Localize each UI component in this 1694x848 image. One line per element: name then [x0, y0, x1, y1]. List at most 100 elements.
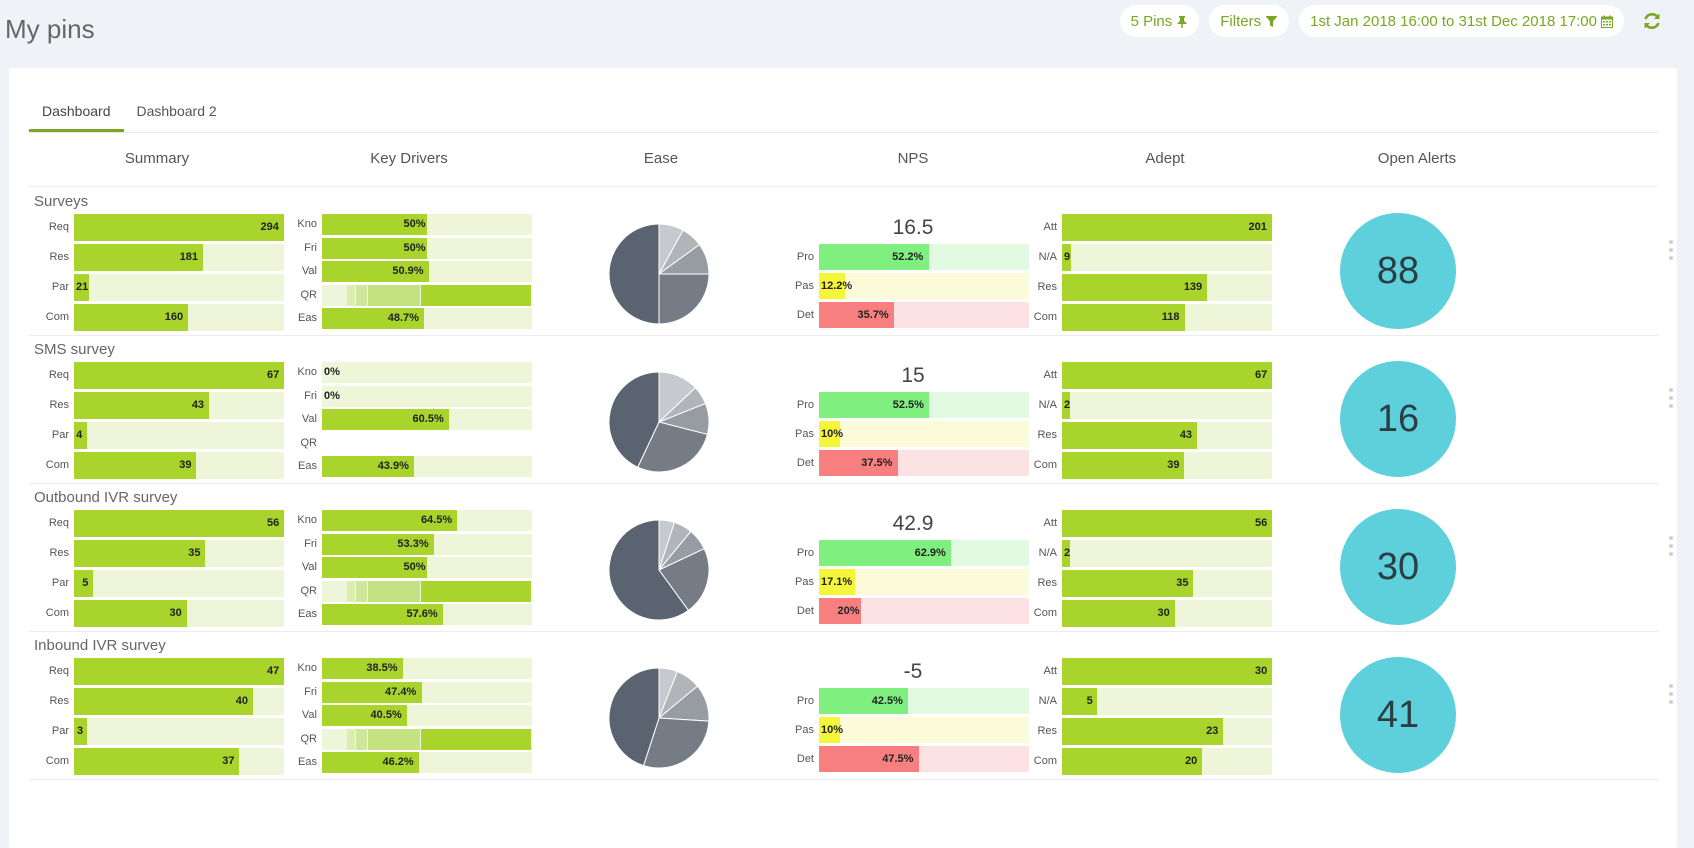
key-driver-bar[interactable]: Fri 53.3%: [279, 533, 532, 555]
column-header-ease: Ease: [643, 150, 679, 167]
nps-bar[interactable]: Pas 10%: [772, 717, 1029, 743]
adept-bar[interactable]: N/A 5: [1019, 688, 1272, 715]
adept-bar[interactable]: Res 43: [1019, 422, 1272, 449]
key-driver-bar[interactable]: Kno 0%: [279, 362, 532, 383]
nps-bar[interactable]: Pro 52.2%: [772, 244, 1029, 270]
adept-bar[interactable]: Att 201: [1019, 214, 1272, 241]
key-driver-bar[interactable]: Val 50%: [279, 557, 532, 578]
filters-button[interactable]: Filters: [1209, 5, 1290, 37]
open-alerts-circle[interactable]: 16: [1340, 361, 1456, 477]
summary-bar[interactable]: Par 4: [29, 422, 284, 449]
summary-bar[interactable]: Res 181: [29, 244, 284, 271]
key-driver-bar[interactable]: Fri 0%: [279, 385, 532, 407]
adept-bar[interactable]: Res 139: [1019, 274, 1272, 301]
adept-bar[interactable]: Att 67: [1019, 362, 1272, 389]
ease-pie-slice[interactable]: [642, 717, 710, 769]
adept-bar[interactable]: Res 35: [1019, 570, 1272, 597]
nps-bar[interactable]: Det 47.5%: [772, 746, 1029, 772]
key-drivers-bars: Kno 0% Fri 0% Val 60.5% QR Eas 43.9%: [279, 362, 532, 480]
nps-bar[interactable]: Pro 42.5%: [772, 688, 1029, 714]
key-driver-bar[interactable]: QR: [279, 433, 531, 454]
open-alerts-circle[interactable]: 30: [1340, 509, 1456, 625]
adept-bar[interactable]: Res 23: [1019, 718, 1272, 745]
key-driver-bar-track: [322, 728, 532, 750]
ease-pie-slice[interactable]: [608, 371, 660, 468]
nps-bar[interactable]: Pro 52.5%: [772, 392, 1029, 418]
nps-bar[interactable]: Pas 17.1%: [772, 569, 1029, 595]
summary-bar[interactable]: Res 43: [29, 392, 284, 419]
adept-bar[interactable]: Att 30: [1019, 658, 1272, 685]
key-driver-bar-fill: [322, 261, 429, 282]
summary-bar-fill: [74, 452, 197, 479]
ease-pie-slice[interactable]: [608, 667, 660, 767]
adept-bar-value: 30: [1157, 607, 1170, 619]
ease-pie-slice[interactable]: [658, 548, 710, 612]
summary-bar[interactable]: Par 5: [29, 570, 284, 597]
summary-bar-fill: [74, 718, 88, 745]
key-driver-bar[interactable]: Val 60.5%: [279, 409, 532, 430]
nps-bar[interactable]: Pas 12.2%: [772, 273, 1029, 299]
pins-button[interactable]: 5 Pins: [1119, 5, 1200, 37]
key-driver-bar[interactable]: Kno 38.5%: [279, 658, 532, 679]
nps-bar[interactable]: Det 37.5%: [772, 450, 1029, 476]
summary-bar-track: 37: [74, 748, 284, 775]
adept-bar[interactable]: Com 118: [1019, 304, 1272, 331]
summary-bar[interactable]: Com 37: [29, 748, 284, 775]
key-driver-bar[interactable]: Eas 43.9%: [279, 456, 532, 477]
nps-bar-value: 17.1%: [821, 576, 853, 588]
nps-bar-value: 10%: [821, 724, 844, 736]
nps-bar[interactable]: Det 20%: [772, 598, 1029, 624]
refresh-icon[interactable]: [1640, 9, 1664, 33]
open-alerts-circle[interactable]: 41: [1340, 657, 1456, 773]
adept-bar[interactable]: Att 56: [1019, 510, 1272, 537]
summary-bar[interactable]: Com 30: [29, 600, 284, 627]
tab-dashboard-2[interactable]: Dashboard 2: [136, 103, 217, 119]
adept-bar[interactable]: Com 20: [1019, 748, 1272, 775]
drag-handle-icon[interactable]: [1666, 388, 1676, 408]
summary-bar[interactable]: Com 160: [29, 304, 284, 331]
summary-bar[interactable]: Req 294: [29, 214, 284, 241]
nps-bar-fill: [819, 746, 919, 772]
drag-handle-icon[interactable]: [1666, 240, 1676, 260]
adept-bar[interactable]: N/A 2: [1019, 540, 1272, 567]
key-driver-bar[interactable]: Val 50.9%: [279, 261, 532, 282]
key-driver-bar[interactable]: Kno 50%: [279, 214, 532, 235]
ease-pie-slice[interactable]: [637, 421, 709, 473]
summary-bar[interactable]: Req 47: [29, 658, 284, 685]
qr-segment: [322, 284, 347, 306]
summary-bar[interactable]: Req 56: [29, 510, 284, 537]
summary-bar[interactable]: Par 3: [29, 718, 284, 745]
key-driver-bar[interactable]: Eas 57.6%: [279, 604, 532, 625]
key-driver-bar[interactable]: QR: [279, 580, 532, 602]
date-range-picker[interactable]: 1st Jan 2018 16:00 to 31st Dec 2018 17:0…: [1299, 5, 1624, 37]
adept-bar[interactable]: N/A 9: [1019, 244, 1272, 271]
key-driver-bar[interactable]: QR: [279, 284, 532, 306]
key-driver-bar[interactable]: Fri 50%: [279, 237, 532, 259]
key-driver-bar[interactable]: Eas 48.7%: [279, 308, 532, 329]
key-driver-bar[interactable]: QR: [279, 728, 532, 750]
key-driver-bar[interactable]: Val 40.5%: [279, 705, 532, 726]
adept-bar[interactable]: N/A 2: [1019, 392, 1272, 419]
ease-pie-slice[interactable]: [658, 273, 710, 325]
summary-bar[interactable]: Res 35: [29, 540, 284, 567]
summary-bar[interactable]: Res 40: [29, 688, 284, 715]
adept-bar[interactable]: Com 30: [1019, 600, 1272, 627]
drag-handle-icon[interactable]: [1666, 536, 1676, 556]
key-driver-bar[interactable]: Eas 46.2%: [279, 752, 532, 773]
nps-bar[interactable]: Pro 62.9%: [772, 540, 1029, 566]
ease-pie-slice[interactable]: [608, 223, 660, 325]
nps-bar[interactable]: Pas 10%: [772, 421, 1029, 447]
column-header-summary: Summary: [124, 150, 190, 167]
key-driver-bar[interactable]: Kno 64.5%: [279, 510, 532, 531]
nps-bar[interactable]: Det 35.7%: [772, 302, 1029, 328]
summary-bar[interactable]: Par 21: [29, 274, 284, 301]
nps-bar-label: Det: [796, 457, 814, 469]
summary-bar[interactable]: Req 67: [29, 362, 284, 389]
tab-dashboard[interactable]: Dashboard: [29, 90, 124, 132]
adept-bar[interactable]: Com 39: [1019, 452, 1272, 479]
key-driver-bar[interactable]: Fri 47.4%: [279, 681, 532, 703]
summary-bar[interactable]: Com 39: [29, 452, 284, 479]
ease-pie-slice[interactable]: [608, 519, 690, 621]
drag-handle-icon[interactable]: [1666, 684, 1676, 704]
open-alerts-circle[interactable]: 88: [1340, 213, 1456, 329]
